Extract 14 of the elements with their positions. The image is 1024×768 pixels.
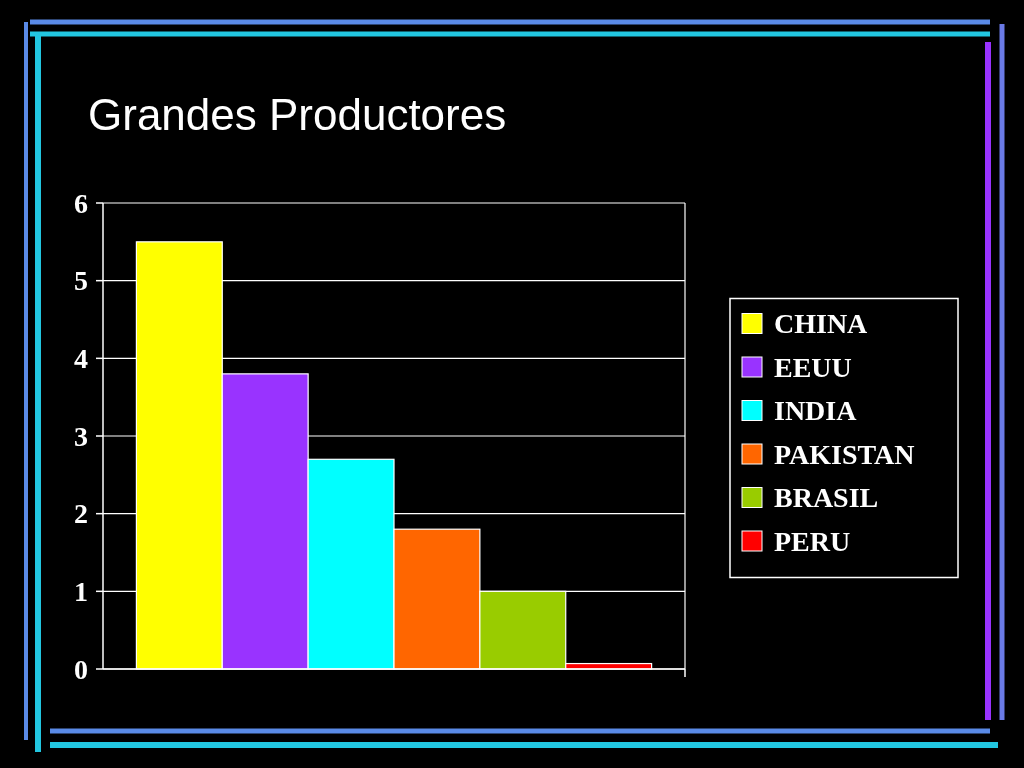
y-tick-label: 1 [74,576,88,608]
y-tick-label: 6 [74,187,88,219]
y-tick-label: 2 [74,498,88,530]
y-tick-label: 4 [74,343,88,375]
chart-title: Grandes Productores [88,90,507,139]
y-tick-label: 5 [74,265,88,297]
legend-label: INDIA [774,395,858,427]
legend-label: BRASIL [774,482,879,514]
y-tick-label: 0 [74,653,88,685]
legend-label: PERU [774,525,851,557]
y-tick-label: 3 [74,420,88,452]
legend-label: PAKISTAN [774,438,915,470]
legend-label: EEUU [774,351,852,383]
legend-label: CHINA [774,308,869,340]
